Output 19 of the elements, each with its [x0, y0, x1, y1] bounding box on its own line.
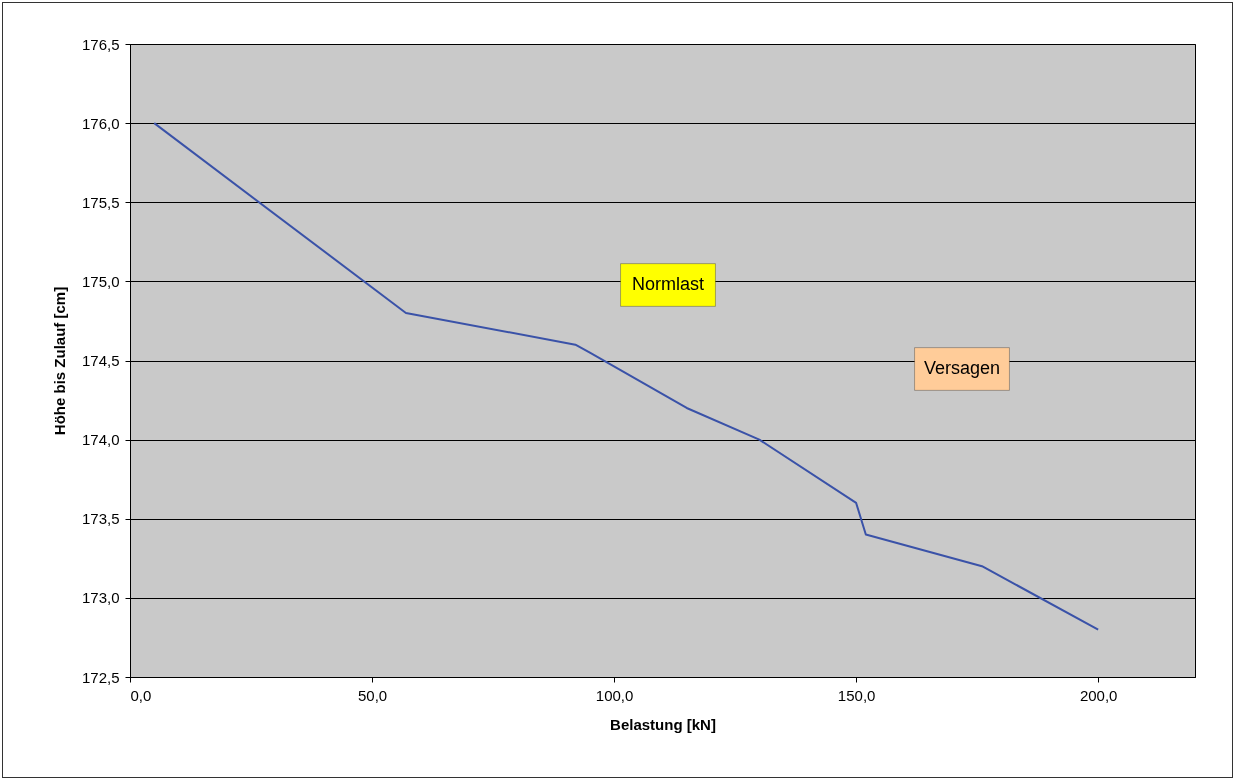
x-tick-label: 200,0 [1079, 686, 1118, 704]
x-tick-label: 50,0 [357, 686, 388, 704]
y-tick-label: 174,5 [81, 352, 120, 369]
line-series [153, 122, 1100, 631]
y-tick-label: 176,0 [81, 114, 120, 132]
y-axis-title: Höhe bis Zulauf [cm] [50, 286, 68, 436]
x-tick-label: 100,0 [595, 686, 634, 704]
annotation: Versagen [923, 358, 1001, 378]
y-tick-label: 175,0 [81, 272, 120, 290]
y-tick-label: 176,5 [81, 35, 120, 53]
y-tick-label: 173,0 [81, 589, 120, 607]
x-axis-title: Belastung [kN] [610, 715, 716, 733]
x-tick-label: 150,0 [837, 686, 876, 704]
y-tick-label: 174,0 [81, 431, 120, 449]
y-tick-label: 175,5 [81, 193, 120, 211]
x-tick-label: 0,0 [130, 686, 152, 704]
y-tick-label: 173,5 [81, 510, 120, 528]
y-tick-label: 172,5 [81, 668, 120, 686]
annotation: Normlast [631, 274, 705, 294]
